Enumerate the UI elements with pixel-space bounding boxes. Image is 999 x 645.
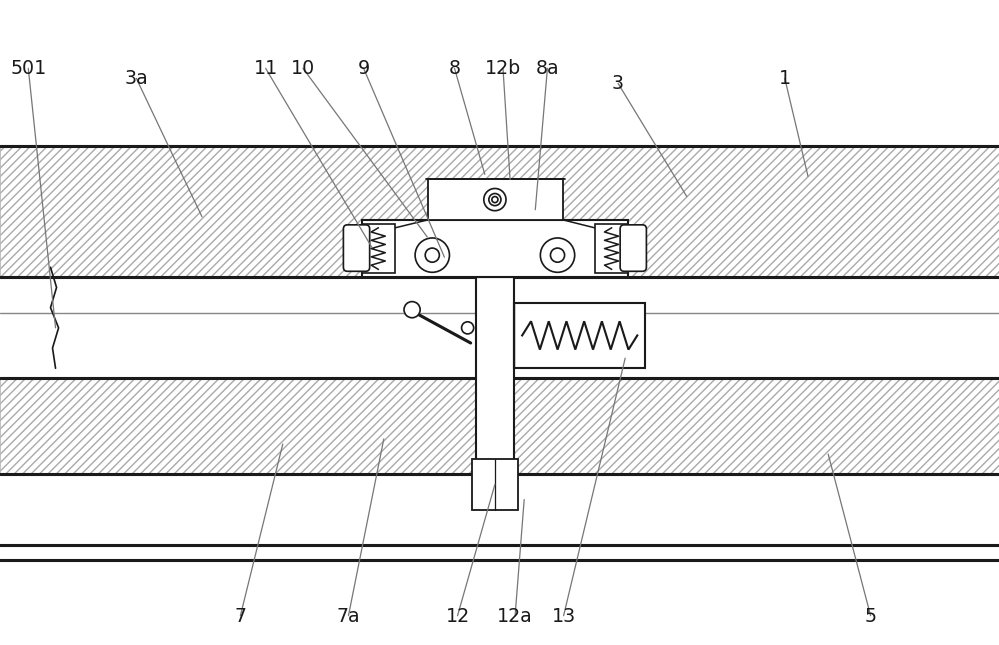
- Circle shape: [492, 197, 498, 203]
- Bar: [594, 224, 627, 273]
- Circle shape: [425, 248, 439, 263]
- Bar: [362, 224, 395, 273]
- Bar: [513, 303, 644, 368]
- Bar: [0, 146, 999, 277]
- Text: 10: 10: [291, 59, 315, 78]
- Circle shape: [415, 238, 449, 273]
- Text: 7a: 7a: [337, 606, 360, 625]
- Text: 13: 13: [551, 606, 575, 625]
- FancyBboxPatch shape: [343, 225, 370, 272]
- Bar: [476, 277, 513, 464]
- Text: 12a: 12a: [497, 606, 532, 625]
- Text: 12: 12: [446, 606, 470, 625]
- Text: 1: 1: [778, 69, 790, 88]
- Bar: [0, 379, 999, 475]
- Circle shape: [489, 194, 500, 206]
- Circle shape: [550, 248, 564, 263]
- Text: 8: 8: [449, 59, 461, 78]
- FancyBboxPatch shape: [619, 225, 645, 272]
- Circle shape: [462, 322, 474, 334]
- Bar: [428, 180, 562, 220]
- Circle shape: [484, 189, 505, 211]
- Text: 5: 5: [864, 606, 876, 625]
- Text: 3: 3: [611, 74, 623, 94]
- Text: 8a: 8a: [535, 59, 558, 78]
- Text: 11: 11: [254, 59, 278, 78]
- Text: 12b: 12b: [485, 59, 520, 78]
- Text: 501: 501: [10, 59, 46, 78]
- Text: 3a: 3a: [124, 69, 148, 88]
- Bar: [472, 459, 517, 510]
- Text: 7: 7: [234, 606, 246, 625]
- Circle shape: [539, 238, 574, 273]
- Bar: [362, 220, 627, 277]
- Text: 9: 9: [358, 59, 370, 78]
- Circle shape: [404, 302, 420, 318]
